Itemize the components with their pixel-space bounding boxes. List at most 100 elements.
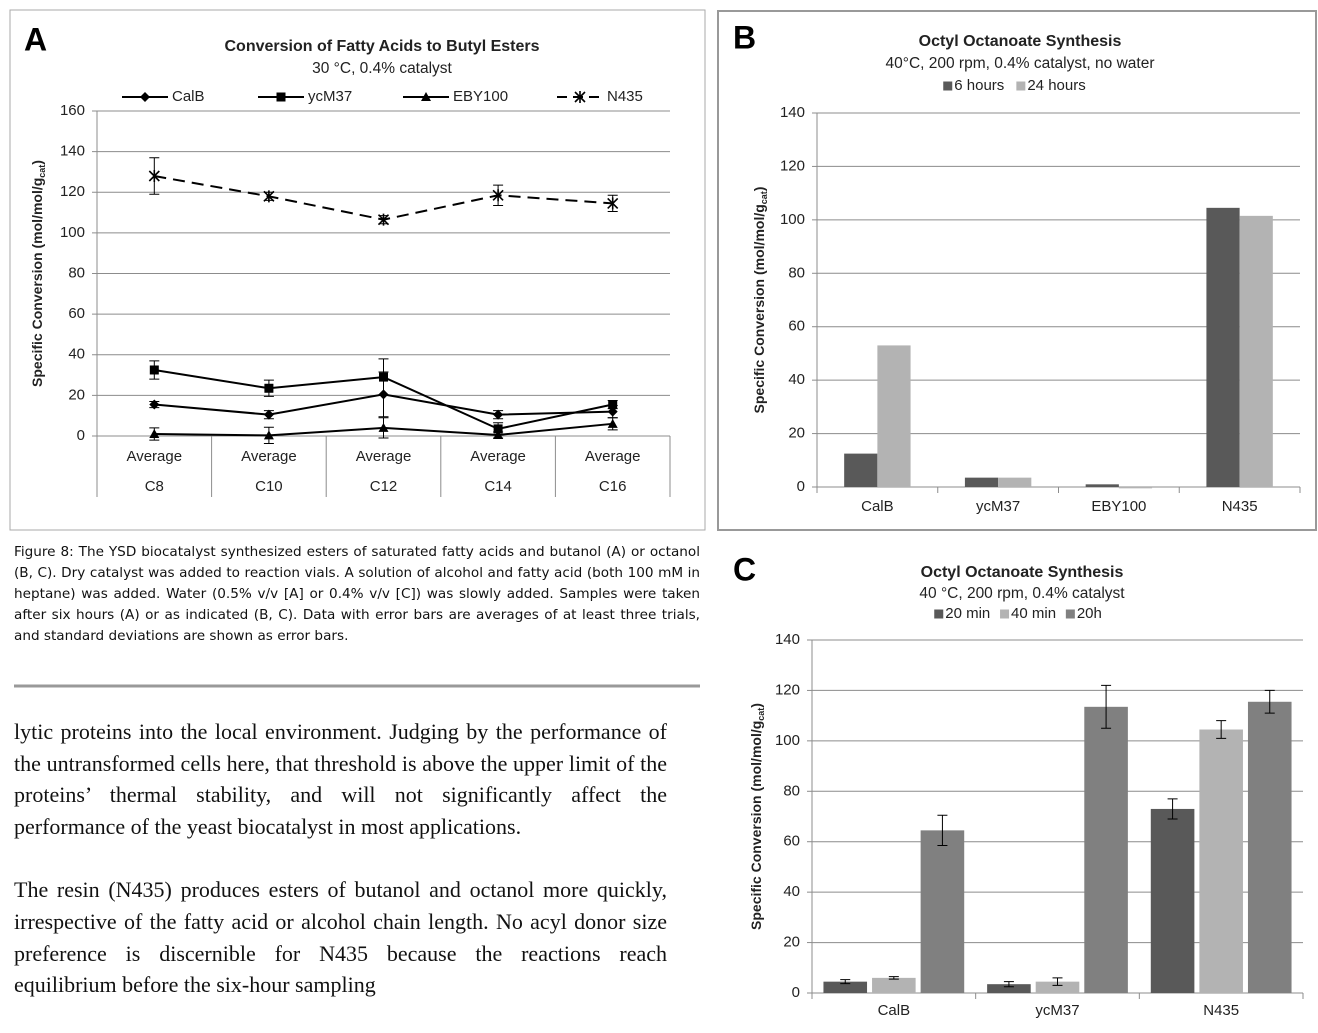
legend-label: 24 hours bbox=[1027, 77, 1085, 94]
series-line bbox=[154, 175, 613, 221]
y-tick-label: 60 bbox=[68, 305, 85, 322]
y-axis-label-part: ) bbox=[751, 187, 767, 192]
y-tick-label: 20 bbox=[68, 386, 85, 403]
error-bar bbox=[1101, 684, 1112, 729]
y-tick-label: 0 bbox=[797, 478, 805, 495]
bar bbox=[823, 981, 868, 993]
x-tick-label: ycM37 bbox=[1035, 1002, 1079, 1019]
x-tick-label: N435 bbox=[1222, 498, 1258, 515]
bar bbox=[1247, 701, 1292, 993]
x-tick-label: Average bbox=[585, 448, 641, 465]
y-tick-label: 60 bbox=[788, 318, 805, 335]
chart-title: Octyl Octanoate Synthesis bbox=[919, 33, 1122, 50]
y-tick-label: 80 bbox=[68, 264, 85, 281]
legend-label: 20 min bbox=[945, 605, 990, 622]
chart-subtitle: 40 °C, 200 rpm, 0.4% catalyst bbox=[919, 585, 1125, 602]
y-tick-label: 80 bbox=[783, 782, 800, 799]
y-tick-label: 40 bbox=[783, 883, 800, 900]
x-tick-label: CalB bbox=[878, 1002, 911, 1019]
x-tick-label: Average bbox=[126, 448, 182, 465]
paragraph: The resin (N435) produces esters of buta… bbox=[14, 877, 667, 998]
paragraph: lytic proteins into the local environmen… bbox=[14, 719, 667, 839]
bar bbox=[1035, 981, 1080, 993]
y-tick-label: 140 bbox=[775, 631, 800, 648]
legend-swatch bbox=[1000, 609, 1010, 619]
bar bbox=[872, 977, 916, 993]
marker bbox=[149, 399, 160, 410]
y-tick-label: 120 bbox=[775, 681, 800, 698]
x-tick-label: Average bbox=[241, 448, 297, 465]
error-bar bbox=[840, 979, 851, 985]
y-tick-label: 20 bbox=[788, 425, 805, 442]
bar bbox=[964, 477, 999, 487]
marker bbox=[263, 430, 274, 440]
legend-swatch bbox=[943, 81, 953, 91]
y-axis-label-part: Specific Conversion (mol/mol/g bbox=[748, 721, 764, 930]
marker bbox=[607, 418, 618, 428]
panel-letter: A bbox=[24, 21, 47, 57]
error-bar bbox=[888, 976, 899, 980]
y-tick-label: 120 bbox=[780, 157, 805, 174]
legend-label: ycM37 bbox=[308, 88, 352, 105]
y-tick-label: 140 bbox=[60, 143, 85, 160]
marker bbox=[493, 409, 504, 420]
x-tick-label: C10 bbox=[255, 478, 283, 495]
legend-swatch bbox=[934, 609, 944, 619]
legend-label: 20h bbox=[1077, 605, 1102, 622]
bar bbox=[987, 984, 1031, 993]
y-tick-label: 80 bbox=[788, 264, 805, 281]
y-axis-label: Specific Conversion (mol/mol/gcat) bbox=[751, 187, 770, 414]
y-tick-label: 60 bbox=[783, 833, 800, 850]
panel-frame bbox=[717, 10, 1317, 531]
marker bbox=[493, 429, 504, 439]
y-axis-label: Specific Conversion (mol/mol/gcat) bbox=[29, 160, 48, 387]
bar bbox=[920, 830, 965, 993]
y-tick-label: 0 bbox=[77, 427, 85, 444]
y-axis-label: Specific Conversion (mol/mol/gcat) bbox=[748, 703, 767, 930]
y-tick-label: 160 bbox=[60, 102, 85, 119]
y-axis-label-part: ) bbox=[29, 160, 45, 165]
error-bar bbox=[1167, 798, 1178, 820]
panel-frame bbox=[9, 9, 706, 531]
x-tick-label: C16 bbox=[599, 478, 627, 495]
legend-label: CalB bbox=[172, 88, 205, 105]
panel-letter: C bbox=[733, 551, 756, 587]
y-tick-label: 0 bbox=[792, 984, 800, 1001]
marker bbox=[264, 383, 274, 393]
y-axis-label-sub: cat bbox=[759, 191, 769, 204]
marker bbox=[492, 189, 504, 202]
x-tick-label: CalB bbox=[861, 498, 894, 515]
x-tick-label: ycM37 bbox=[976, 498, 1020, 515]
y-tick-label: 140 bbox=[780, 104, 805, 121]
y-tick-label: 20 bbox=[783, 934, 800, 951]
bar bbox=[1085, 484, 1119, 487]
x-tick-label: EBY100 bbox=[1091, 498, 1146, 515]
y-tick-label: 100 bbox=[60, 224, 85, 241]
marker bbox=[607, 197, 619, 210]
y-tick-label: 40 bbox=[788, 371, 805, 388]
marker bbox=[149, 428, 160, 438]
marker bbox=[607, 406, 618, 417]
marker bbox=[608, 400, 618, 410]
marker bbox=[148, 170, 160, 182]
bar bbox=[1199, 729, 1243, 993]
marker bbox=[263, 190, 275, 203]
marker bbox=[379, 372, 388, 382]
y-tick-label: 100 bbox=[775, 732, 800, 749]
bar bbox=[1239, 215, 1273, 487]
error-bar bbox=[1003, 981, 1014, 988]
bar bbox=[877, 345, 911, 487]
legend-swatch bbox=[1016, 81, 1026, 91]
legend-label: EBY100 bbox=[453, 88, 508, 105]
bar bbox=[998, 477, 1032, 487]
y-tick-label: 40 bbox=[68, 346, 85, 363]
error-bar bbox=[937, 814, 948, 846]
chart-subtitle: 40°C, 200 rpm, 0.4% catalyst, no water bbox=[886, 55, 1155, 72]
bar bbox=[1150, 808, 1195, 993]
legend-swatch bbox=[1065, 609, 1075, 619]
marker bbox=[263, 409, 274, 420]
error-bar bbox=[1216, 720, 1227, 739]
x-tick-label: Average bbox=[470, 448, 526, 465]
